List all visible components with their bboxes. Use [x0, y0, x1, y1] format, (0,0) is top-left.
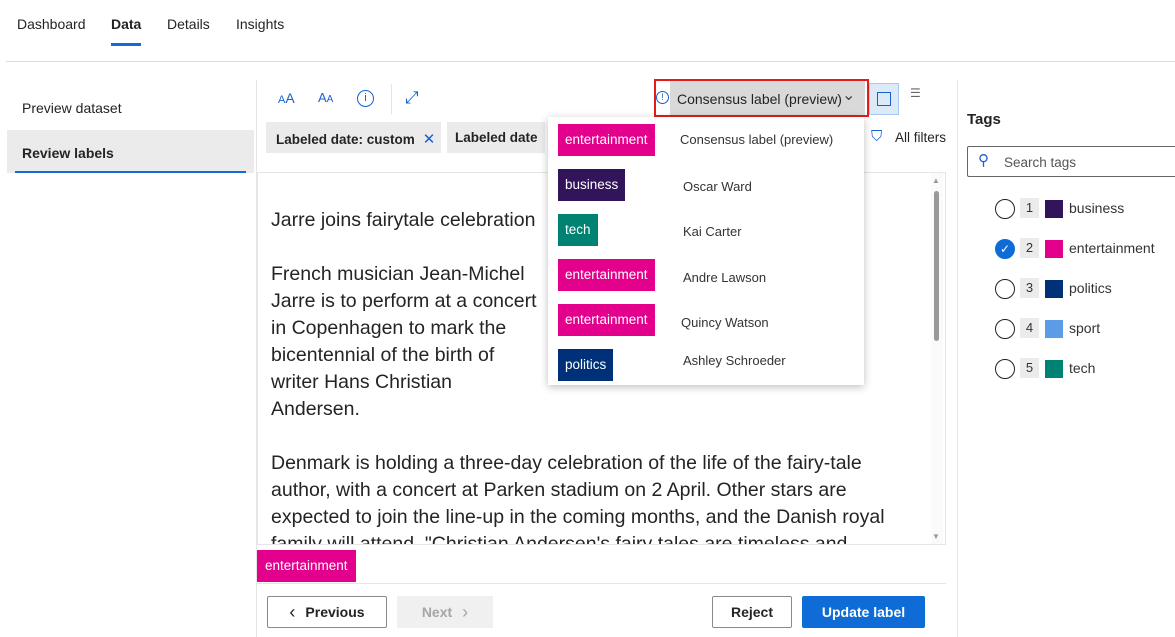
filter-label: Labeled date [455, 130, 538, 145]
tag-item-sport[interactable]: 4 sport [995, 318, 1175, 340]
nav-indicator [15, 171, 246, 173]
tags-title: Tags [967, 111, 1001, 128]
filter-icon[interactable]: ⛉ [871, 128, 883, 145]
divider [256, 80, 257, 637]
scrollbar[interactable]: ▲ ▼ [931, 173, 943, 544]
info-icon[interactable]: i [357, 90, 374, 107]
tag-shortcut: 5 [1020, 358, 1039, 378]
radio-button[interactable] [995, 359, 1015, 379]
tag-badge: entertainment [558, 259, 655, 291]
tab-dashboard[interactable]: Dashboard [17, 16, 86, 32]
tag-label: politics [1069, 280, 1112, 296]
tag-shortcut: 3 [1020, 278, 1039, 298]
view-select-dropdown[interactable]: Consensus label (preview) ⌄ [670, 81, 865, 115]
nav-review-labels[interactable]: Review labels [7, 130, 254, 173]
tag-color-swatch [1045, 320, 1063, 338]
tag-item-business[interactable]: 1 business [995, 198, 1175, 220]
radio-button[interactable] [995, 319, 1015, 339]
filter-chip[interactable]: Labeled date: custom ✕ [266, 122, 441, 153]
document-paragraph: Denmark is holding a three-day celebrati… [271, 452, 885, 545]
increase-font-icon[interactable]: AA [278, 90, 295, 106]
tab-insights[interactable]: Insights [236, 16, 285, 32]
tag-item-tech[interactable]: 5 tech [995, 358, 1175, 380]
previous-button[interactable]: ‹ Previous [267, 596, 387, 628]
chevron-left-icon: ‹ [289, 601, 296, 622]
scroll-up-icon[interactable]: ▲ [932, 176, 940, 185]
next-label: Next [421, 604, 453, 620]
tag-item-entertainment[interactable]: ✓ 2 entertainment [995, 238, 1175, 260]
current-label-badge: entertainment [257, 550, 356, 582]
view-select-highlight [654, 79, 869, 117]
tag-badge: business [558, 169, 626, 201]
update-label-button[interactable]: Update label [802, 596, 925, 628]
tag-badge: tech [558, 214, 598, 246]
labeler-name: Oscar Ward [683, 179, 752, 194]
expand-icon[interactable]: ⤢ [405, 88, 419, 107]
tab-data[interactable]: Data [111, 16, 142, 32]
divider [957, 80, 958, 637]
tag-badge: politics [558, 349, 614, 381]
tag-shortcut: 2 [1020, 238, 1039, 258]
tag-label: entertainment [1069, 240, 1155, 256]
labeler-name: Andre Lawson [683, 270, 767, 285]
labeler-name: Ashley Schroeder [683, 353, 786, 368]
tag-label: sport [1069, 320, 1101, 336]
tag-color-swatch [1045, 280, 1063, 298]
filter-chip[interactable]: Labeled date [447, 122, 545, 153]
divider [257, 583, 946, 584]
filter-label: Labeled date: custom [276, 132, 415, 147]
radio-button[interactable] [995, 199, 1015, 219]
search-placeholder: Search tags [1004, 155, 1077, 170]
labeler-name: Consensus label (preview) [680, 132, 834, 147]
nav-label: Review labels [22, 145, 114, 161]
scrollbar-thumb[interactable] [934, 191, 939, 341]
tag-shortcut: 1 [1020, 198, 1039, 218]
next-button[interactable]: Next › [397, 596, 493, 628]
tag-item-politics[interactable]: 3 politics [995, 278, 1175, 300]
labeler-name: Quincy Watson [681, 315, 769, 330]
list-view-icon[interactable]: ☰ [910, 86, 921, 100]
document-paragraph: French musician Jean-Michel Jarre is to … [271, 263, 537, 420]
single-view-button[interactable] [869, 83, 899, 115]
toolbar-separator [391, 84, 392, 114]
tag-color-swatch [1045, 200, 1063, 218]
tag-shortcut: 4 [1020, 318, 1039, 338]
divider [6, 61, 1175, 62]
all-filters-button[interactable]: All filters [895, 130, 947, 145]
tab-details[interactable]: Details [167, 16, 210, 32]
tag-color-swatch [1045, 240, 1063, 258]
tag-label: business [1069, 200, 1125, 216]
nav-preview-dataset[interactable]: Preview dataset [22, 100, 122, 116]
chevron-right-icon: › [462, 601, 469, 622]
scroll-down-icon[interactable]: ▼ [932, 532, 940, 541]
square-icon [877, 92, 891, 106]
consensus-dropdown-menu: entertainment Consensus label (preview) b… [548, 117, 864, 385]
previous-label: Previous [305, 604, 365, 620]
decrease-font-icon[interactable]: AA [318, 90, 334, 105]
document-viewer: Jarre joins fairytale celebration French… [257, 172, 946, 545]
labeler-name: Kai Carter [683, 224, 742, 239]
chevron-down-icon: ⌄ [842, 87, 856, 104]
close-icon[interactable]: ✕ [422, 131, 436, 148]
tag-color-swatch [1045, 360, 1063, 378]
tag-badge: entertainment [558, 124, 655, 156]
search-tags-input[interactable]: ⚲ Search tags [967, 146, 1175, 177]
active-tab-indicator [111, 43, 141, 46]
document-title: Jarre joins fairytale celebration [271, 209, 536, 231]
search-icon: ⚲ [978, 152, 989, 169]
tag-label: tech [1069, 360, 1096, 376]
checkmark-icon[interactable]: ✓ [995, 239, 1015, 259]
reject-button[interactable]: Reject [712, 596, 792, 628]
tag-badge: entertainment [558, 304, 655, 336]
info-icon: ! [656, 91, 669, 104]
radio-button[interactable] [995, 279, 1015, 299]
view-select-value: Consensus label (preview) [677, 91, 842, 107]
